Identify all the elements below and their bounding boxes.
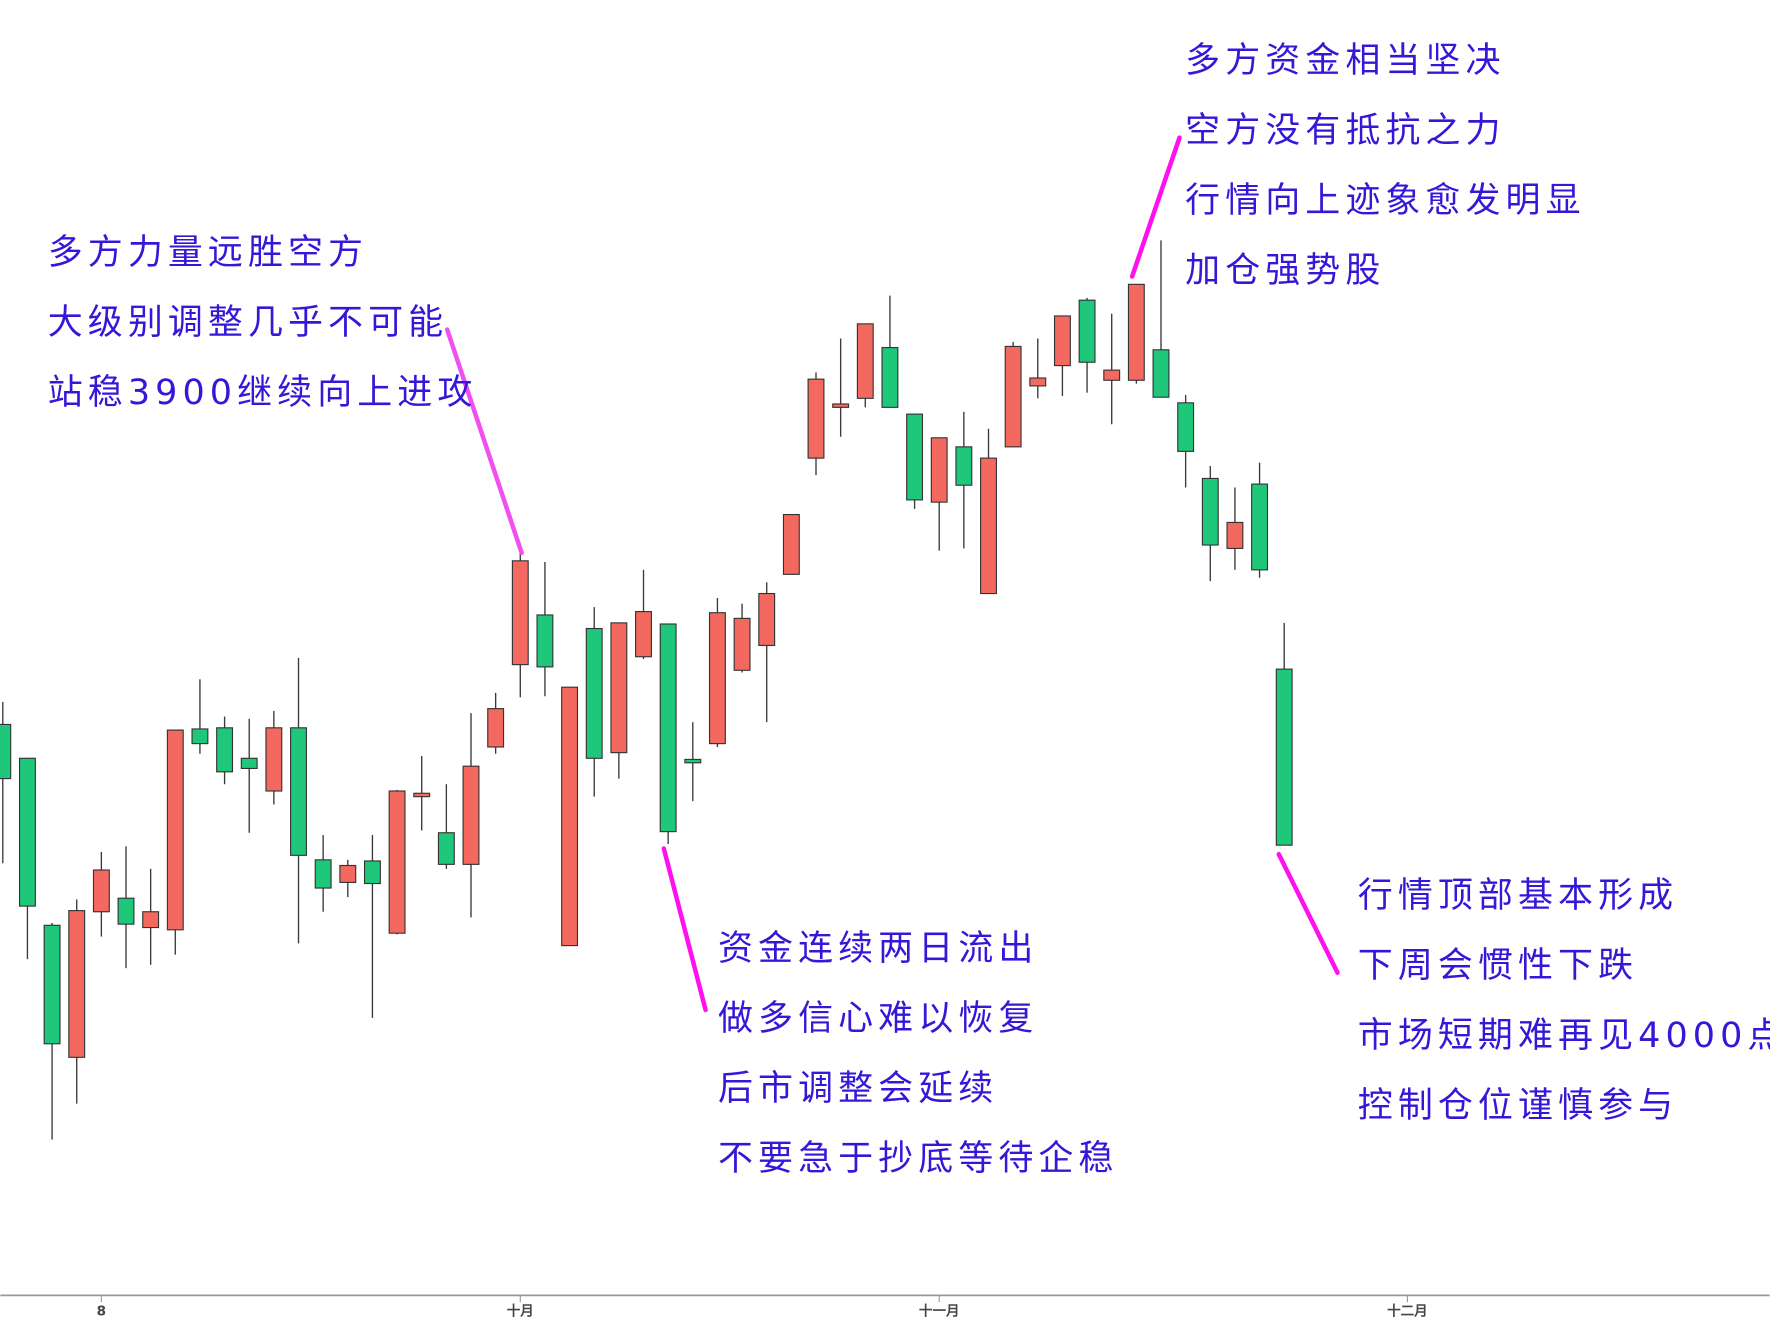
- annotation-text: 多方力量远胜空方: [48, 233, 368, 273]
- candle-body: [881, 346, 899, 408]
- candle-body: [1078, 299, 1096, 363]
- candle-body: [142, 911, 160, 929]
- candle-body: [758, 592, 776, 647]
- candle-body: [536, 614, 554, 668]
- candle-body: [930, 437, 948, 503]
- candle-body: [1004, 345, 1022, 448]
- candle-body: [191, 728, 209, 745]
- candle-body: [782, 513, 800, 575]
- annotation-connector: [1129, 135, 1182, 279]
- candle-body: [92, 869, 110, 913]
- candle-body: [117, 897, 135, 925]
- candle-body: [856, 323, 874, 399]
- x-tick-label: 十一月: [919, 1303, 960, 1320]
- candle-body: [363, 860, 381, 885]
- annotation-connector: [1276, 851, 1340, 975]
- candle-body: [807, 378, 825, 459]
- annotation-text: 加仓强势股: [1185, 251, 1385, 291]
- x-tick-label: 十月: [507, 1303, 534, 1320]
- candle-body: [1251, 483, 1269, 571]
- candle-body: [1201, 477, 1219, 546]
- candle-body: [733, 617, 751, 671]
- annotation-text: 市场短期难再见4000点: [1358, 1016, 1770, 1056]
- candle-body: [955, 446, 973, 486]
- annotation-text: 行情顶部基本形成: [1358, 876, 1678, 916]
- candle-body: [1152, 349, 1170, 398]
- candle-body: [1103, 369, 1121, 381]
- candle-body: [708, 612, 726, 745]
- candle-body: [462, 765, 480, 865]
- candle-body: [290, 727, 307, 856]
- candle-body: [906, 413, 924, 501]
- candle-body: [339, 864, 357, 883]
- candle-body: [610, 622, 628, 754]
- x-tick-label: 8: [97, 1304, 106, 1320]
- annotation-connector: [444, 327, 524, 556]
- annotation-text: 资金连续两日流出: [718, 929, 1038, 969]
- candle-body: [240, 757, 258, 770]
- candle-body: [388, 790, 406, 934]
- annotation-text: 做多信心难以恢复: [718, 999, 1038, 1039]
- annotation-text: 控制仓位谨慎参与: [1358, 1086, 1678, 1126]
- candle-body: [265, 727, 283, 792]
- candle-body: [684, 758, 702, 764]
- candle-body: [832, 403, 850, 408]
- candle-body: [659, 623, 677, 833]
- candle-body: [585, 627, 603, 759]
- candle-body: [635, 611, 652, 658]
- candle-body: [487, 708, 505, 748]
- candle-body: [511, 560, 529, 666]
- candle-body: [0, 723, 12, 780]
- annotation-text: 站稳3900继续向上进攻: [48, 373, 478, 413]
- annotation-text: 下周会惯性下跌: [1358, 946, 1638, 986]
- annotation-connector: [661, 846, 708, 1013]
- annotation-text: 后市调整会延续: [718, 1069, 998, 1109]
- candle-body: [1226, 521, 1244, 549]
- candle-body: [1275, 668, 1293, 846]
- candle-body: [1029, 377, 1047, 387]
- candle-body: [1053, 315, 1071, 367]
- candle-body: [314, 859, 332, 889]
- candle-body: [1177, 402, 1195, 452]
- annotation-text: 多方资金相当坚决: [1185, 41, 1505, 81]
- candle-body: [1127, 283, 1145, 381]
- candle-body: [437, 832, 455, 865]
- candle-body: [166, 729, 184, 931]
- candle-body: [43, 924, 61, 1045]
- candle-body: [216, 727, 234, 773]
- annotation-text: 大级别调整几乎不可能: [48, 303, 448, 343]
- x-tick-label: 十二月: [1387, 1303, 1428, 1320]
- annotation-text: 行情向上迹象愈发明显: [1185, 181, 1585, 221]
- candle-body: [980, 457, 997, 595]
- candle-body: [68, 910, 86, 1058]
- candle-body: [18, 757, 36, 907]
- annotation-text: 空方没有抵抗之力: [1185, 111, 1505, 151]
- annotation-text: 不要急于抄底等待企稳: [718, 1139, 1118, 1179]
- candle-body: [561, 686, 579, 947]
- candle-body: [413, 792, 431, 798]
